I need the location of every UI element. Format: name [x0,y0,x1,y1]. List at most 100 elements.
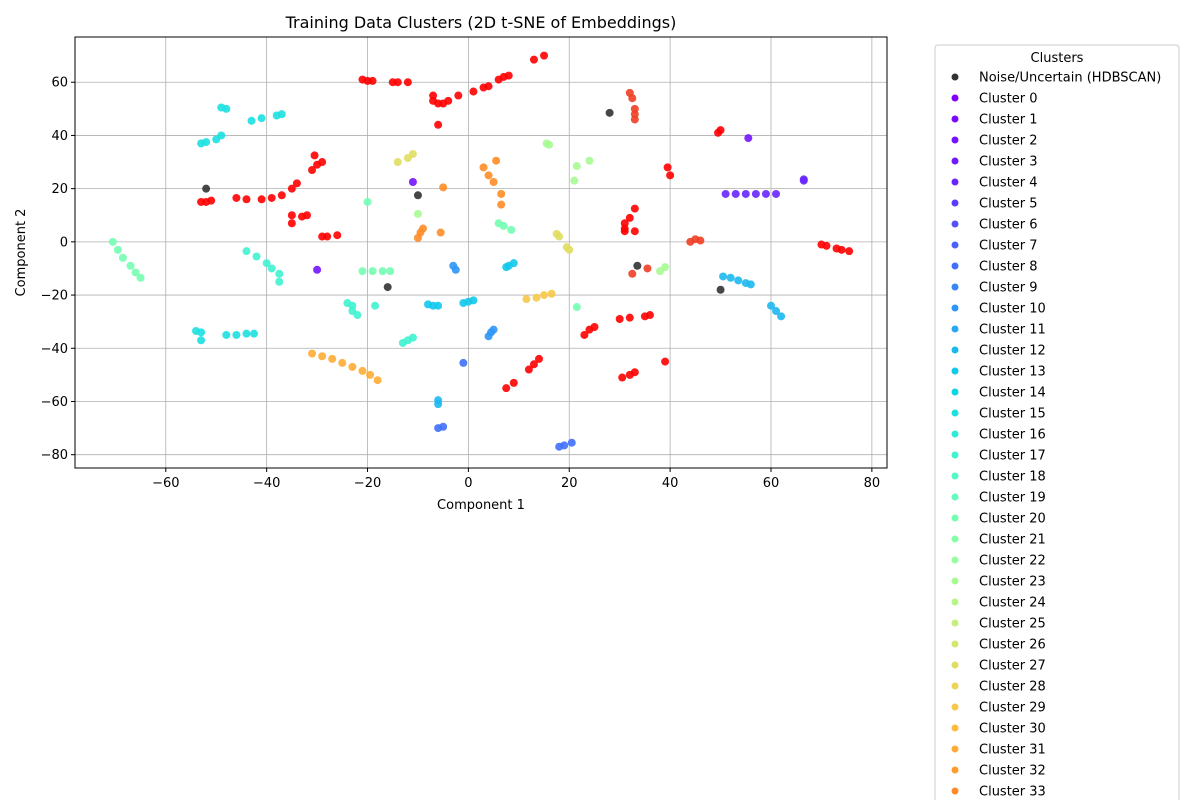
x-axis-label: Component 1 [437,498,525,513]
data-point [242,329,251,338]
data-point [403,78,412,87]
legend-label: Cluster 0 [979,92,1038,107]
data-point [666,171,675,180]
y-axis-label: Component 2 [14,209,29,297]
data-point [202,184,211,193]
data-point [767,301,775,310]
data-point [126,261,135,270]
data-point [484,82,493,91]
data-point [313,265,322,274]
legend-label: Cluster 28 [979,680,1046,695]
data-point [413,209,422,218]
data-point [267,193,276,202]
legend-marker [951,703,959,711]
legend-label: Cluster 22 [979,554,1046,569]
data-point [353,311,362,320]
data-point [734,276,743,285]
data-point [645,311,654,320]
data-point [772,307,781,316]
data-point [308,166,317,175]
data-point [540,291,549,300]
data-point [434,400,443,409]
data-point [308,349,317,358]
x-tick-label: −60 [152,476,179,491]
data-point [726,273,735,282]
data-point [845,247,854,256]
legend-label: Cluster 29 [979,701,1046,716]
legend-marker [951,745,959,753]
legend-marker [951,493,959,501]
legend-label: Noise/Uncertain (HDBSCAN) [979,71,1161,86]
legend-label: Cluster 14 [979,386,1046,401]
data-point [373,376,382,385]
data-point [434,301,443,310]
data-point [292,179,301,188]
data-point [408,150,417,159]
legend-marker [951,619,959,627]
legend-label: Cluster 16 [979,428,1046,443]
y-tick-label: 0 [60,235,68,250]
data-point [716,126,725,135]
data-point [721,189,730,198]
data-point [625,213,634,222]
data-point [413,191,422,200]
x-tick-label: 40 [662,476,679,491]
legend-label: Cluster 30 [979,722,1046,737]
legend: Clusters Noise/Uncertain (HDBSCAN) Cluste… [934,44,1180,800]
data-point [630,368,639,377]
y-tick-label: −80 [41,448,68,463]
data-point [547,289,556,298]
legend-marker [951,787,959,795]
legend-marker [951,304,959,312]
legend-label: Cluster 1 [979,113,1038,128]
grid [75,37,887,468]
x-tick-label: 20 [561,476,578,491]
data-point [499,221,508,230]
data-points [108,51,854,451]
legend-marker [951,430,959,438]
data-point [628,94,637,103]
data-point [731,189,740,198]
legend-marker [951,283,959,291]
legend-box [934,44,1180,800]
data-point [371,301,380,310]
data-point [741,189,750,198]
data-point [113,245,122,254]
legend-marker [951,535,959,543]
data-point [524,365,533,374]
data-point [719,272,728,281]
data-point [777,312,786,321]
legend-label: Cluster 8 [979,260,1038,275]
data-point [630,204,639,213]
data-point [504,71,513,80]
data-point [338,358,347,367]
data-point [393,78,402,87]
data-point [368,267,377,276]
data-point [532,293,541,302]
data-point [232,330,241,339]
legend-label: Cluster 5 [979,197,1038,212]
legend-marker [951,682,959,690]
data-point [529,360,538,369]
legend-marker [951,157,959,165]
legend-marker [951,220,959,228]
data-point [318,352,327,361]
legend-label: Cluster 7 [979,239,1038,254]
data-point [131,268,140,277]
legend-label: Cluster 18 [979,470,1046,485]
data-point [363,197,372,206]
data-point [333,231,342,240]
data-point [696,236,705,245]
data-point [555,232,564,241]
legend-label: Cluster 25 [979,617,1046,632]
legend-title: Clusters [1031,51,1084,66]
chart-title: Training Data Clusters (2D t-SNE of Embe… [285,13,677,32]
data-point [393,158,402,167]
legend-label: Cluster 32 [979,764,1046,779]
data-point [383,283,392,292]
x-tick-label: 0 [464,476,472,491]
data-point [489,177,498,186]
data-point [275,269,284,278]
legend-marker [951,640,959,648]
data-point [222,104,231,113]
